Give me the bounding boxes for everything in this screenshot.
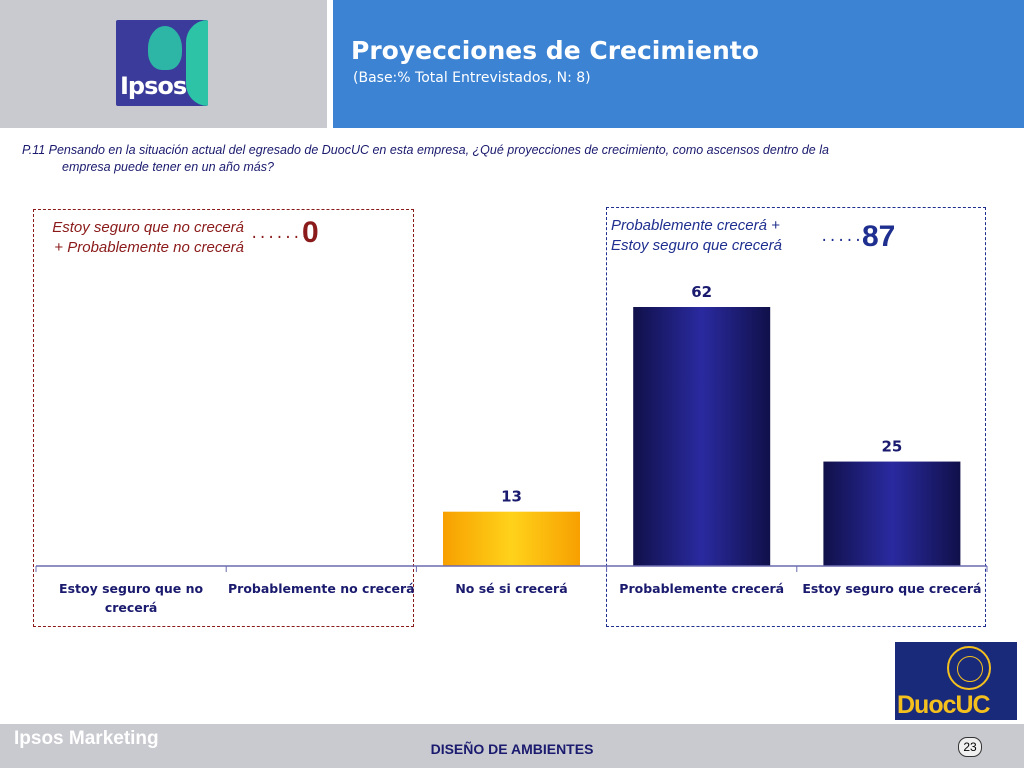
page-subtitle: (Base:% Total Entrevistados, N: 8) (353, 70, 591, 86)
positive-group-box (606, 207, 986, 627)
data-label-3: 62 (691, 283, 712, 301)
dotted-arrow-icon: ......› (250, 226, 310, 242)
data-label-4: 25 (881, 438, 902, 456)
data-label-2: 13 (501, 488, 522, 506)
positive-group-total: 87 (862, 220, 896, 253)
dotted-arrow-icon: ......› (820, 229, 880, 245)
question-line-2: empresa puede tener en un año más? (62, 160, 274, 174)
page-title: Proyecciones de Crecimiento (351, 36, 759, 65)
survey-question: P.11 Pensando en la situación actual del… (22, 142, 984, 176)
x-tick-label-2: No sé si crecerá (455, 581, 568, 596)
footer-bar (0, 724, 1024, 768)
positive-group-label: Probablemente crecerá + Estoy seguro que… (611, 217, 782, 254)
bar-3 (633, 307, 771, 566)
footer-section-title: DISEÑO DE AMBIENTES (430, 741, 594, 757)
negative-group-label: Estoy seguro que no crecerá + Probableme… (52, 219, 244, 256)
x-tick-label-4: Estoy seguro que crecerá (802, 581, 982, 596)
bar-4 (823, 461, 961, 566)
x-tick-label-3: Probablemente crecerá (619, 581, 785, 596)
duocuc-logo: DuocUC (895, 642, 1017, 720)
page-number: 23 (958, 737, 982, 757)
duocuc-seal-icon (947, 646, 991, 690)
footer-brand: Ipsos Marketing (14, 728, 159, 749)
x-tick-label-1: Probablemente no crecerá (228, 581, 415, 596)
bar-2 (443, 511, 580, 566)
ipsos-logo: Ipsos (116, 20, 208, 106)
x-tick-label-0: Estoy seguro que no crecerá (59, 581, 204, 615)
duocuc-logo-text: DuocUC (897, 691, 991, 719)
negative-group-total: 0 (302, 216, 319, 249)
question-line-1: P.11 Pensando en la situación actual del… (22, 143, 829, 157)
header-right-panel (333, 0, 1024, 128)
ipsos-head-icon (148, 26, 182, 70)
ipsos-logo-text: Ipsos (120, 72, 187, 100)
negative-group-box (33, 209, 414, 627)
